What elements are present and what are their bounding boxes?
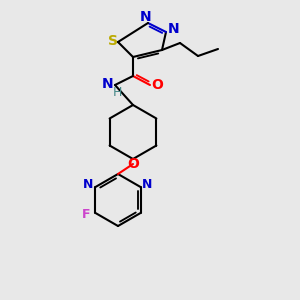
Text: N: N	[83, 178, 94, 191]
Text: H: H	[112, 85, 122, 98]
Text: N: N	[102, 77, 114, 91]
Text: O: O	[127, 157, 139, 171]
Text: N: N	[142, 178, 153, 191]
Text: O: O	[151, 78, 163, 92]
Text: N: N	[168, 22, 180, 36]
Text: F: F	[82, 208, 91, 221]
Text: N: N	[140, 10, 152, 24]
Text: S: S	[108, 34, 118, 48]
